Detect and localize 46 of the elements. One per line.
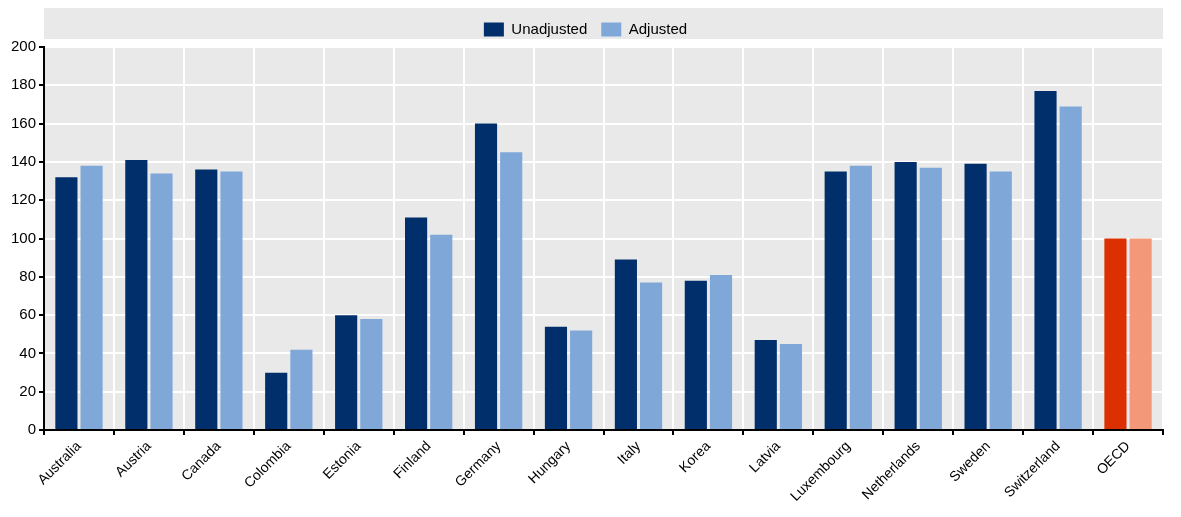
bar <box>265 372 288 430</box>
bar <box>335 315 358 430</box>
bar <box>55 177 78 430</box>
y-tick-label: 40 <box>19 343 37 361</box>
bar <box>80 165 103 430</box>
bar <box>570 330 593 430</box>
bar <box>614 259 637 430</box>
bar <box>1104 238 1127 430</box>
bar <box>125 160 148 430</box>
legend-label: Adjusted <box>628 19 688 37</box>
bar <box>824 171 847 430</box>
bar <box>290 349 313 430</box>
y-tick-label: 60 <box>19 305 37 323</box>
bar <box>849 165 872 430</box>
x-tick-label: Italy <box>613 437 644 468</box>
bar <box>430 234 453 430</box>
bar <box>964 163 987 430</box>
legend-label: Unadjusted <box>511 19 588 37</box>
y-tick-label: 100 <box>11 228 37 246</box>
y-tick-label: 0 <box>27 420 37 438</box>
y-tick-label: 140 <box>11 152 37 170</box>
y-tick-label: 120 <box>11 190 37 208</box>
bar <box>474 123 498 430</box>
bar <box>684 280 707 430</box>
y-tick-label: 180 <box>11 75 37 93</box>
bar <box>709 274 733 430</box>
y-tick-label: 80 <box>19 266 37 284</box>
bar <box>544 326 568 430</box>
bar <box>405 217 428 430</box>
bar <box>1034 91 1057 430</box>
bar <box>150 173 173 430</box>
bar <box>360 318 383 430</box>
bar <box>639 282 663 430</box>
bar <box>1059 106 1082 430</box>
y-tick-label: 160 <box>11 113 37 131</box>
bar <box>220 171 243 430</box>
bar <box>919 167 942 430</box>
bar <box>894 161 917 430</box>
bar <box>500 152 523 430</box>
bar <box>1129 238 1152 430</box>
bar <box>754 340 777 430</box>
y-tick-label: 20 <box>19 381 37 399</box>
y-tick-label: 200 <box>11 37 37 55</box>
bar <box>195 169 218 430</box>
bar <box>989 171 1012 430</box>
bar <box>779 343 803 430</box>
